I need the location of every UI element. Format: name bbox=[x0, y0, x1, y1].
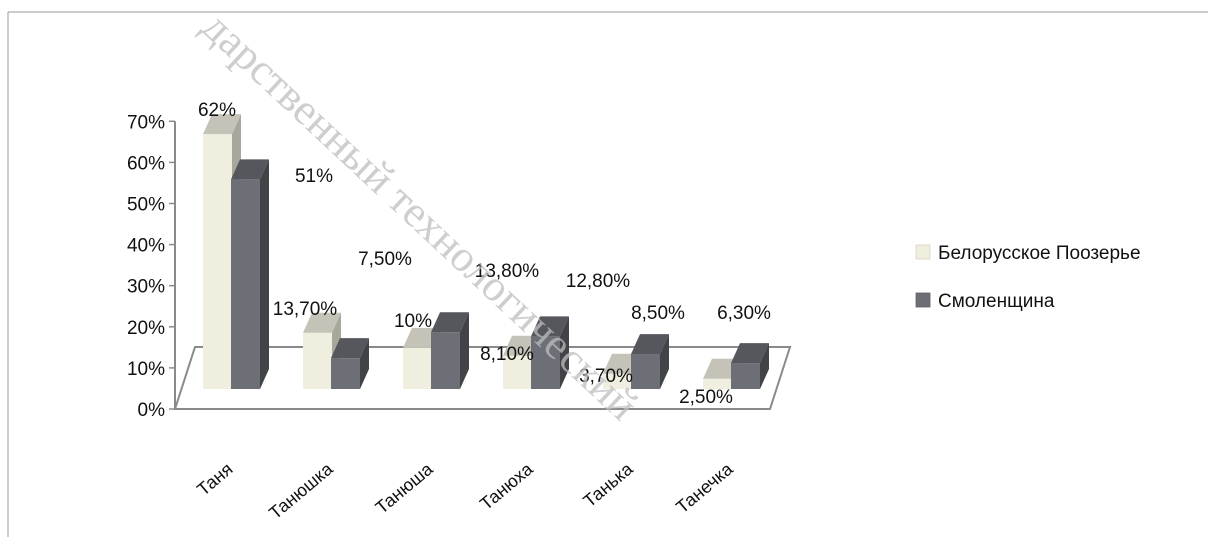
bar-front bbox=[503, 355, 532, 389]
y-tick-label: 20% bbox=[127, 318, 165, 339]
bar-side bbox=[360, 338, 369, 389]
bar-top bbox=[203, 114, 241, 135]
bar-front bbox=[403, 347, 432, 389]
bar bbox=[531, 316, 569, 389]
x-tick-label: Танюха bbox=[476, 458, 537, 514]
data-label: 51% bbox=[295, 166, 333, 187]
data-label: 7,50% bbox=[358, 249, 412, 270]
bar-side bbox=[660, 334, 669, 389]
bar-top bbox=[331, 338, 369, 359]
bar-front bbox=[603, 373, 632, 389]
x-tick-label: Танечка bbox=[672, 458, 737, 517]
bar-front bbox=[331, 358, 360, 389]
bar-side bbox=[460, 312, 469, 389]
bar bbox=[231, 159, 269, 389]
bar-top bbox=[231, 159, 269, 180]
bar-front bbox=[731, 363, 760, 389]
y-tick-label: 40% bbox=[127, 236, 165, 257]
data-label: 62% bbox=[198, 100, 236, 121]
data-label: 12,80% bbox=[566, 271, 631, 292]
bar-front bbox=[531, 336, 560, 389]
bar-top bbox=[431, 312, 469, 333]
data-label: 13,70% bbox=[273, 299, 338, 320]
bar-side bbox=[560, 316, 569, 389]
bar bbox=[303, 312, 341, 389]
y-tick-label: 50% bbox=[127, 195, 165, 216]
bar-front bbox=[303, 332, 332, 389]
bar-side bbox=[760, 343, 769, 389]
bar-front bbox=[631, 354, 660, 389]
bar-front bbox=[231, 179, 260, 389]
bar bbox=[731, 343, 769, 389]
bar bbox=[431, 312, 469, 389]
legend-swatch bbox=[915, 244, 931, 260]
data-label: 10% bbox=[394, 311, 432, 332]
x-tick-label: Таня bbox=[193, 459, 236, 500]
data-label: 8,50% bbox=[631, 303, 685, 324]
x-tick-label: Танюшка bbox=[265, 458, 337, 523]
data-label: 3,70% bbox=[579, 366, 633, 387]
x-tick-label: Танюша bbox=[372, 458, 438, 518]
legend-entry: Смоленщина bbox=[938, 291, 1055, 312]
bar-top bbox=[531, 316, 569, 337]
y-tick-label: 0% bbox=[138, 400, 166, 421]
bar bbox=[631, 334, 669, 389]
data-label: 8,10% bbox=[480, 344, 534, 365]
bar-side bbox=[260, 159, 269, 389]
bar-top bbox=[631, 334, 669, 355]
legend-swatch bbox=[915, 292, 931, 308]
bar-top bbox=[731, 343, 769, 364]
y-tick-label: 30% bbox=[127, 277, 165, 298]
bar-front bbox=[703, 378, 732, 389]
y-tick-label: 10% bbox=[127, 359, 165, 380]
data-label: 6,30% bbox=[717, 303, 771, 324]
bar bbox=[331, 338, 369, 389]
bar-front bbox=[431, 332, 460, 389]
bar-top bbox=[303, 312, 341, 333]
bar-front bbox=[203, 134, 232, 389]
legend-entry: Белорусское Поозерье bbox=[938, 243, 1141, 264]
data-label: 13,80% bbox=[475, 261, 540, 282]
y-tick-label: 60% bbox=[127, 153, 165, 174]
y-tick-label: 70% bbox=[127, 112, 165, 133]
x-tick-label: Танька bbox=[579, 458, 637, 511]
data-label: 2,50% bbox=[679, 387, 733, 408]
